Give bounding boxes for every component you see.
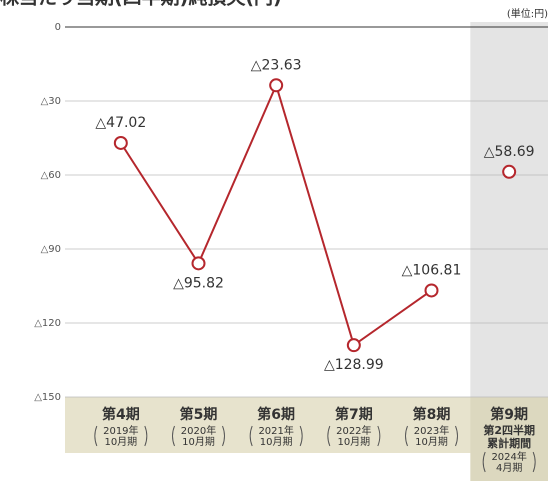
bracket xyxy=(377,425,381,447)
value-label: △23.63 xyxy=(251,57,302,73)
period-label: 4月期 xyxy=(496,462,522,474)
y-tick-label: △120 xyxy=(34,318,61,329)
value-label: △47.02 xyxy=(95,115,146,131)
highlight-column xyxy=(470,22,548,397)
period-label: 10月期 xyxy=(182,436,215,448)
value-label: △95.82 xyxy=(173,275,224,291)
bracket xyxy=(405,425,408,447)
period-label: 2022年 xyxy=(336,424,371,437)
point xyxy=(269,78,284,93)
bracket xyxy=(94,425,98,447)
period-label: 10月期 xyxy=(104,436,137,448)
x-tick-label: 第4期 xyxy=(102,406,140,423)
value-label: △128.99 xyxy=(324,357,384,373)
period-label: 10月期 xyxy=(415,436,448,448)
point xyxy=(113,135,128,150)
bracket xyxy=(532,451,536,473)
point xyxy=(191,256,206,271)
y-tick-label: △30 xyxy=(41,96,61,107)
y-tick-label: 0 xyxy=(55,22,61,33)
period-label: 10月期 xyxy=(260,436,293,448)
period-label: 2023年 xyxy=(414,424,449,437)
point xyxy=(424,283,439,298)
chart-title: 株当たり当期(四半期)純損失(円) xyxy=(0,0,282,9)
y-tick-label: △150 xyxy=(34,392,61,403)
period-label: 2019年 xyxy=(103,424,138,437)
period-label: 2020年 xyxy=(181,424,216,437)
period-label: 2024年 xyxy=(491,450,526,463)
bracket xyxy=(144,425,148,447)
bracket xyxy=(299,425,303,447)
line xyxy=(119,82,433,347)
x-tick-label: 第6期 xyxy=(257,406,295,423)
period-label: 10月期 xyxy=(337,436,370,448)
period-subtitle: 第2四半期 xyxy=(483,423,535,437)
bracket xyxy=(172,425,175,447)
x-tick-label: 第5期 xyxy=(180,406,218,423)
unit-label: (単位:円) xyxy=(507,7,548,20)
point xyxy=(502,164,517,179)
period-label: 2021年 xyxy=(258,424,293,437)
bracket xyxy=(222,425,225,447)
y-tick-label: △90 xyxy=(41,244,61,255)
value-label: △106.81 xyxy=(402,262,462,278)
bracket xyxy=(482,451,486,473)
x-tick-label: 第8期 xyxy=(413,406,451,423)
x-tick-label: 第7期 xyxy=(335,406,373,423)
bracket xyxy=(327,425,331,447)
value-label: △58.69 xyxy=(484,144,535,160)
bracket xyxy=(249,425,253,447)
period-subtitle: 累計期間 xyxy=(487,436,531,450)
bracket xyxy=(455,425,458,447)
point xyxy=(346,338,361,353)
y-tick-label: △60 xyxy=(41,170,61,181)
x-tick-label: 第9期 xyxy=(490,406,528,423)
